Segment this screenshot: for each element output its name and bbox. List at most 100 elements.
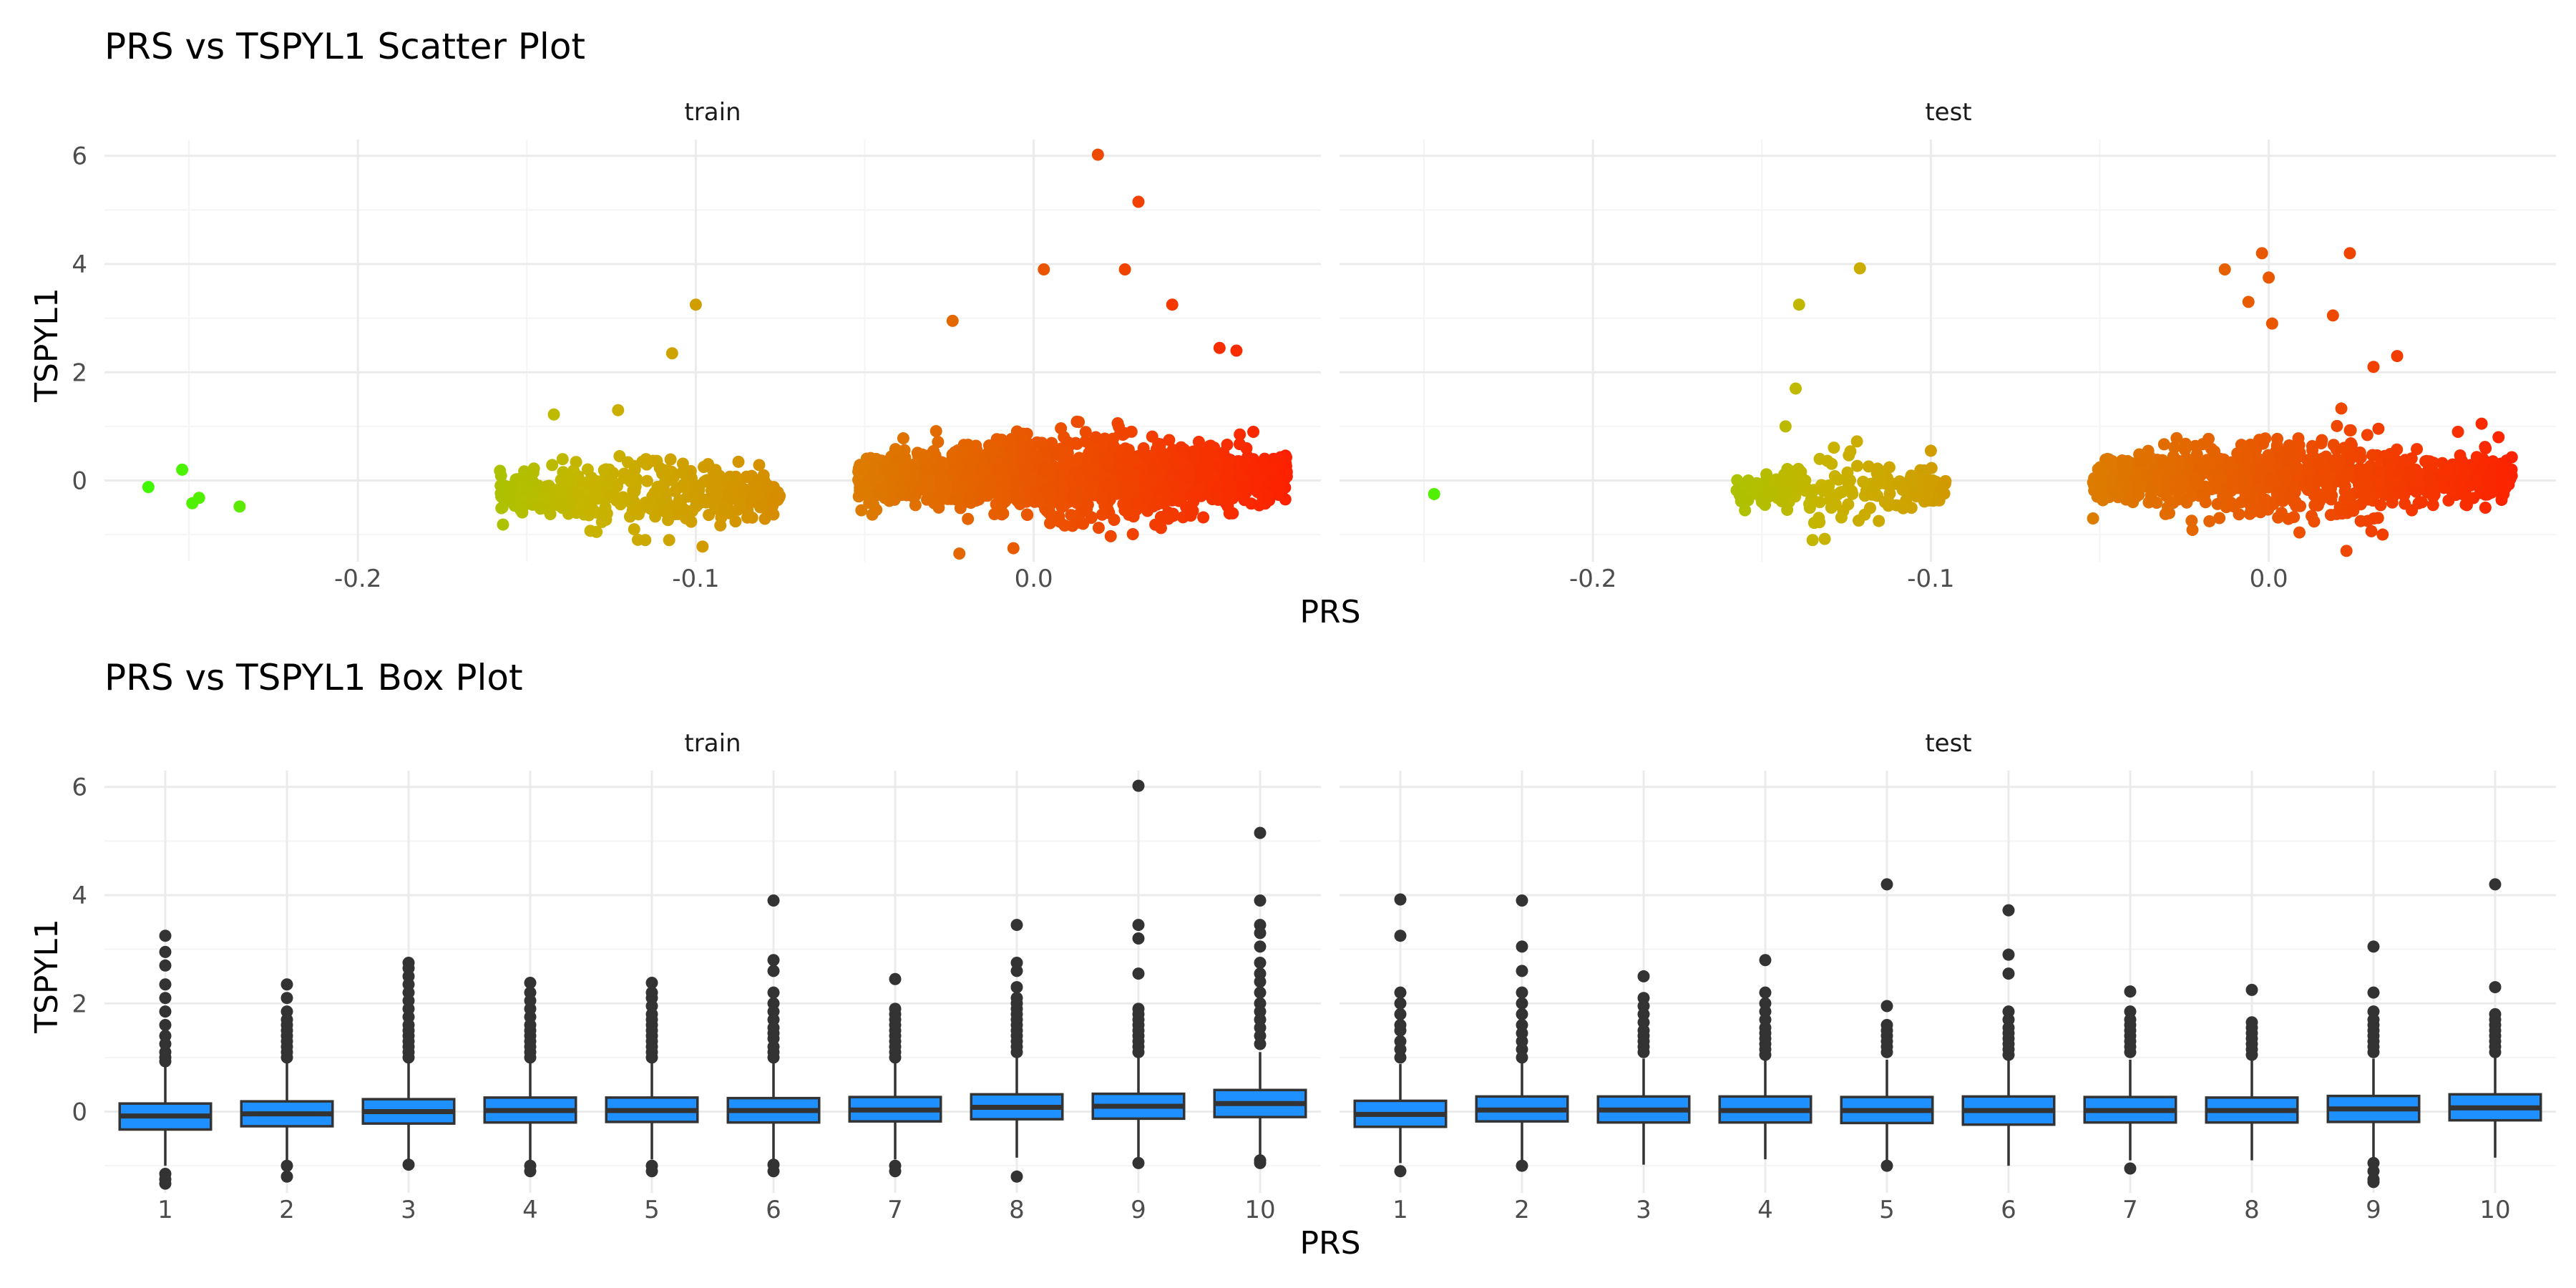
box-x-axis-title: PRS xyxy=(1299,1225,1360,1262)
scatter-point xyxy=(1127,510,1140,523)
box-outlier xyxy=(889,972,902,985)
scatter-point xyxy=(2257,437,2270,450)
box-outlier xyxy=(1880,878,1893,891)
box-outlier xyxy=(2367,940,2380,953)
scatter-point xyxy=(2222,458,2235,471)
scatter-point xyxy=(613,450,626,463)
y-tick-label: 6 xyxy=(72,142,87,171)
scatter-point xyxy=(887,472,899,484)
scatter-point xyxy=(988,508,1001,521)
scatter-point xyxy=(1126,528,1139,541)
scatter-point xyxy=(1107,439,1120,452)
scatter-point xyxy=(1267,452,1280,465)
scatter-point xyxy=(1053,510,1065,523)
box-outlier xyxy=(2002,948,2015,961)
scatter-point xyxy=(1918,493,1931,506)
scatter-point xyxy=(1236,482,1249,494)
scatter-point xyxy=(757,472,770,484)
scatter-point xyxy=(2386,457,2399,470)
y-tick-label: 4 xyxy=(72,882,87,910)
scatter-point xyxy=(142,481,155,494)
scatter-point xyxy=(934,479,947,492)
scatter-x-axis-title: PRS xyxy=(1299,594,1360,630)
scatter-point xyxy=(1079,435,1092,448)
scatter-point xyxy=(655,496,668,509)
box-outlier xyxy=(2002,967,2015,980)
box-outlier xyxy=(1880,1045,1893,1058)
box-outlier xyxy=(1394,1024,1407,1037)
scatter-point xyxy=(2399,454,2411,467)
x-tick-label: 1 xyxy=(157,1196,173,1224)
scatter-point xyxy=(2386,490,2399,503)
box-outlier xyxy=(2367,1176,2380,1189)
scatter-point xyxy=(1893,475,1906,488)
scatter-point xyxy=(1045,436,1058,449)
scatter-point xyxy=(2182,462,2195,475)
box-outlier xyxy=(280,1051,293,1064)
scatter-point xyxy=(1143,451,1156,464)
scatter-point xyxy=(527,462,540,475)
scatter-point xyxy=(1428,487,1440,500)
scatter-point xyxy=(1104,530,1117,542)
scatter-point xyxy=(732,455,745,468)
scatter-point xyxy=(628,495,640,508)
scatter-point xyxy=(610,492,623,505)
scatter-point xyxy=(698,461,711,474)
scatter-point xyxy=(1233,438,1246,451)
scatter-point xyxy=(866,508,879,521)
scatter-point xyxy=(1070,415,1083,428)
box-outlier xyxy=(159,959,172,972)
scatter-point xyxy=(2263,474,2276,487)
box-outlier xyxy=(1759,954,1772,967)
box-outlier xyxy=(1010,1170,1023,1183)
scatter-point xyxy=(766,501,779,514)
scatter-point xyxy=(1182,471,1195,484)
scatter-point xyxy=(2366,449,2379,462)
scatter-point xyxy=(705,484,718,497)
scatter-point xyxy=(628,523,640,536)
box-outlier xyxy=(1759,1048,1772,1061)
scatter-point xyxy=(2293,447,2306,459)
scatter-point xyxy=(1043,492,1056,504)
scatter-point xyxy=(2095,478,2108,491)
scatter-point xyxy=(1853,262,1866,275)
scatter-point xyxy=(1261,492,1274,504)
scatter-point xyxy=(2210,466,2223,479)
y-tick-label: 0 xyxy=(72,1098,87,1127)
box-outlier xyxy=(2367,986,2380,999)
scatter-point xyxy=(1057,480,1070,493)
box-outlier xyxy=(1516,894,1528,907)
scatter-point xyxy=(544,507,557,520)
x-tick-label: 7 xyxy=(2122,1196,2138,1224)
box-outlier xyxy=(1010,981,1023,994)
scatter-point xyxy=(497,518,509,531)
scatter-point xyxy=(2311,487,2324,500)
scatter-point xyxy=(2374,499,2387,512)
box-outlier xyxy=(524,977,537,990)
box-outlier xyxy=(159,945,172,958)
y-tick-label: 6 xyxy=(72,774,87,802)
box-y-axis-title: TSPYL1 xyxy=(29,919,65,1034)
scatter-point xyxy=(995,433,1008,446)
box-outlier xyxy=(1394,1008,1407,1020)
scatter-point xyxy=(2426,499,2439,512)
scatter-point xyxy=(2453,478,2466,491)
scatter-point xyxy=(1194,471,1207,484)
scatter-point xyxy=(597,508,610,521)
scatter-point xyxy=(1207,471,1220,484)
scatter-point xyxy=(955,447,967,459)
box-outlier xyxy=(2245,1048,2258,1061)
box-outlier xyxy=(889,1165,902,1178)
scatter-point xyxy=(1055,422,1068,435)
box-outlier xyxy=(1394,1165,1407,1178)
scatter-point xyxy=(2340,545,2353,557)
scatter-point xyxy=(1795,465,1807,478)
scatter-point xyxy=(1148,459,1161,472)
y-tick-label: 0 xyxy=(72,467,87,496)
box-panel-train: 1 2 3 4 5 6 7 8 9 10 0 2 4 6 xyxy=(72,771,1321,1224)
scatter-point xyxy=(1175,441,1188,454)
scatter-point xyxy=(1806,485,1819,498)
x-tick-label: 5 xyxy=(644,1196,660,1224)
